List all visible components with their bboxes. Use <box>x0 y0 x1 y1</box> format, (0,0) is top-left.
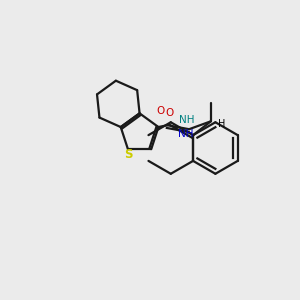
Text: NH: NH <box>178 129 194 139</box>
Text: O: O <box>165 108 173 118</box>
Text: S: S <box>124 148 132 160</box>
Text: O: O <box>157 106 165 116</box>
Text: H: H <box>218 119 225 129</box>
Text: NH: NH <box>179 115 195 125</box>
